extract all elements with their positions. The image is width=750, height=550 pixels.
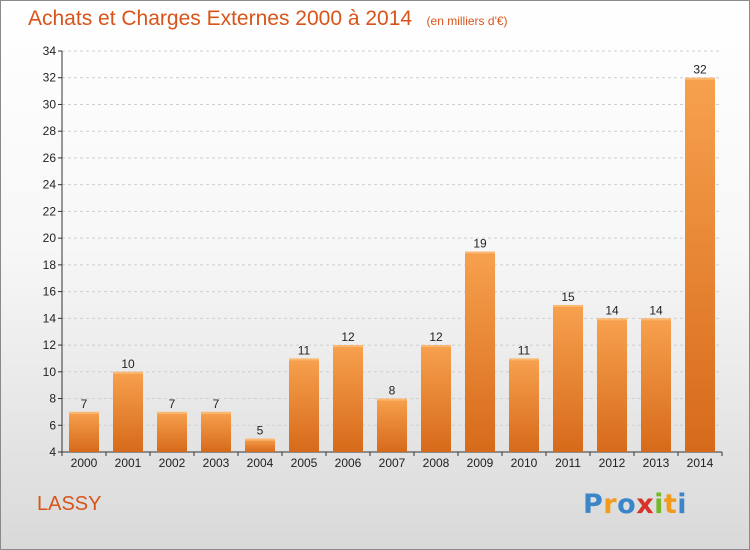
x-tick-label: 2006	[335, 456, 362, 470]
bar-top-edge	[641, 318, 671, 321]
y-tick-label: 6	[49, 418, 56, 432]
y-tick-label: 16	[43, 285, 57, 299]
bar	[465, 251, 495, 452]
x-tick-label: 2005	[291, 456, 318, 470]
proxiti-logo: Proxiti	[583, 489, 688, 520]
bar-top-edge	[377, 398, 407, 401]
axis-layer: 4 6 8 10 12 14 16 18 20 22 24 26 28 30 32 34 2000 2001 200…	[43, 44, 723, 470]
bar-top-edge	[465, 251, 495, 254]
bar-value-label: 7	[169, 397, 176, 411]
bar	[113, 371, 143, 452]
y-tick-label: 20	[43, 231, 57, 245]
bar-top-edge	[245, 438, 275, 441]
x-tick-label: 2011	[555, 456, 581, 470]
y-tick-label: 28	[43, 124, 57, 138]
bar	[685, 77, 715, 452]
bar	[377, 398, 407, 452]
y-tick-label: 24	[43, 178, 57, 192]
y-tick-label: 18	[43, 258, 57, 272]
bar-top-edge	[685, 77, 715, 80]
y-tick-label: 32	[43, 71, 57, 85]
x-tick-label: 2007	[379, 456, 406, 470]
y-tick-label: 4	[49, 445, 56, 459]
bar-top-edge	[201, 411, 231, 414]
bar	[69, 411, 99, 452]
bar-top-edge	[289, 358, 319, 361]
bar	[421, 345, 451, 452]
bar-layer	[69, 77, 715, 452]
bar-value-label: 8	[389, 384, 396, 398]
bar-value-label: 7	[81, 397, 88, 411]
y-tick-label: 30	[43, 97, 57, 111]
bar-value-label: 7	[213, 397, 220, 411]
bar-top-edge	[113, 371, 143, 374]
bar-top-edge	[333, 345, 363, 348]
x-tick-label: 2014	[687, 456, 714, 470]
bar-top-edge	[157, 411, 187, 414]
y-tick-label: 22	[43, 204, 57, 218]
bar-top-edge	[509, 358, 539, 361]
bar	[553, 304, 583, 452]
bar-value-label: 32	[693, 63, 707, 77]
x-tick-label: 2012	[599, 456, 626, 470]
y-tick-label: 34	[43, 44, 57, 58]
chart-title: Achats et Charges Externes 2000 à 2014 (…	[28, 7, 508, 31]
bar-value-label: 11	[298, 343, 311, 357]
chart-unit-text: (en milliers d'€)	[426, 14, 508, 28]
bar-value-label: 10	[121, 357, 135, 371]
bar	[289, 358, 319, 452]
bar-value-label: 14	[605, 303, 619, 317]
bar	[157, 411, 187, 452]
bar	[509, 358, 539, 452]
x-tick-label: 2010	[511, 456, 538, 470]
place-name: LASSY	[37, 493, 102, 515]
bar-top-edge	[553, 304, 583, 307]
bar-value-label: 5	[257, 424, 264, 438]
x-tick-label: 2001	[115, 456, 142, 470]
bar-top-edge	[421, 345, 451, 348]
bar-top-edge	[597, 318, 627, 321]
y-tick-label: 10	[43, 365, 57, 379]
x-tick-label: 2003	[203, 456, 230, 470]
bar-value-label: 12	[429, 330, 443, 344]
bar	[333, 345, 363, 452]
bar-value-label: 12	[341, 330, 355, 344]
x-tick-label: 2013	[643, 456, 670, 470]
bar-top-edge	[69, 411, 99, 414]
bar	[597, 318, 627, 452]
y-tick-label: 26	[43, 151, 57, 165]
x-tick-label: 2009	[467, 456, 494, 470]
chart-title-text: Achats et Charges Externes 2000 à 2014	[28, 7, 413, 30]
y-tick-label: 14	[43, 311, 57, 325]
label-layer: 7 10 7 7 5 11 12 8 12 19 11 15 14 14 32	[81, 63, 707, 438]
bar-value-label: 14	[649, 303, 663, 317]
bar-value-label: 15	[561, 290, 575, 304]
bar-value-label: 11	[518, 343, 531, 357]
x-tick-label: 2002	[159, 456, 186, 470]
bar	[641, 318, 671, 452]
x-tick-label: 2008	[423, 456, 450, 470]
bar-value-label: 19	[473, 237, 487, 251]
y-tick-label: 8	[49, 392, 56, 406]
bar	[201, 411, 231, 452]
y-tick-label: 12	[43, 338, 57, 352]
bar	[245, 438, 275, 452]
x-tick-label: 2000	[71, 456, 98, 470]
x-tick-label: 2004	[247, 456, 274, 470]
